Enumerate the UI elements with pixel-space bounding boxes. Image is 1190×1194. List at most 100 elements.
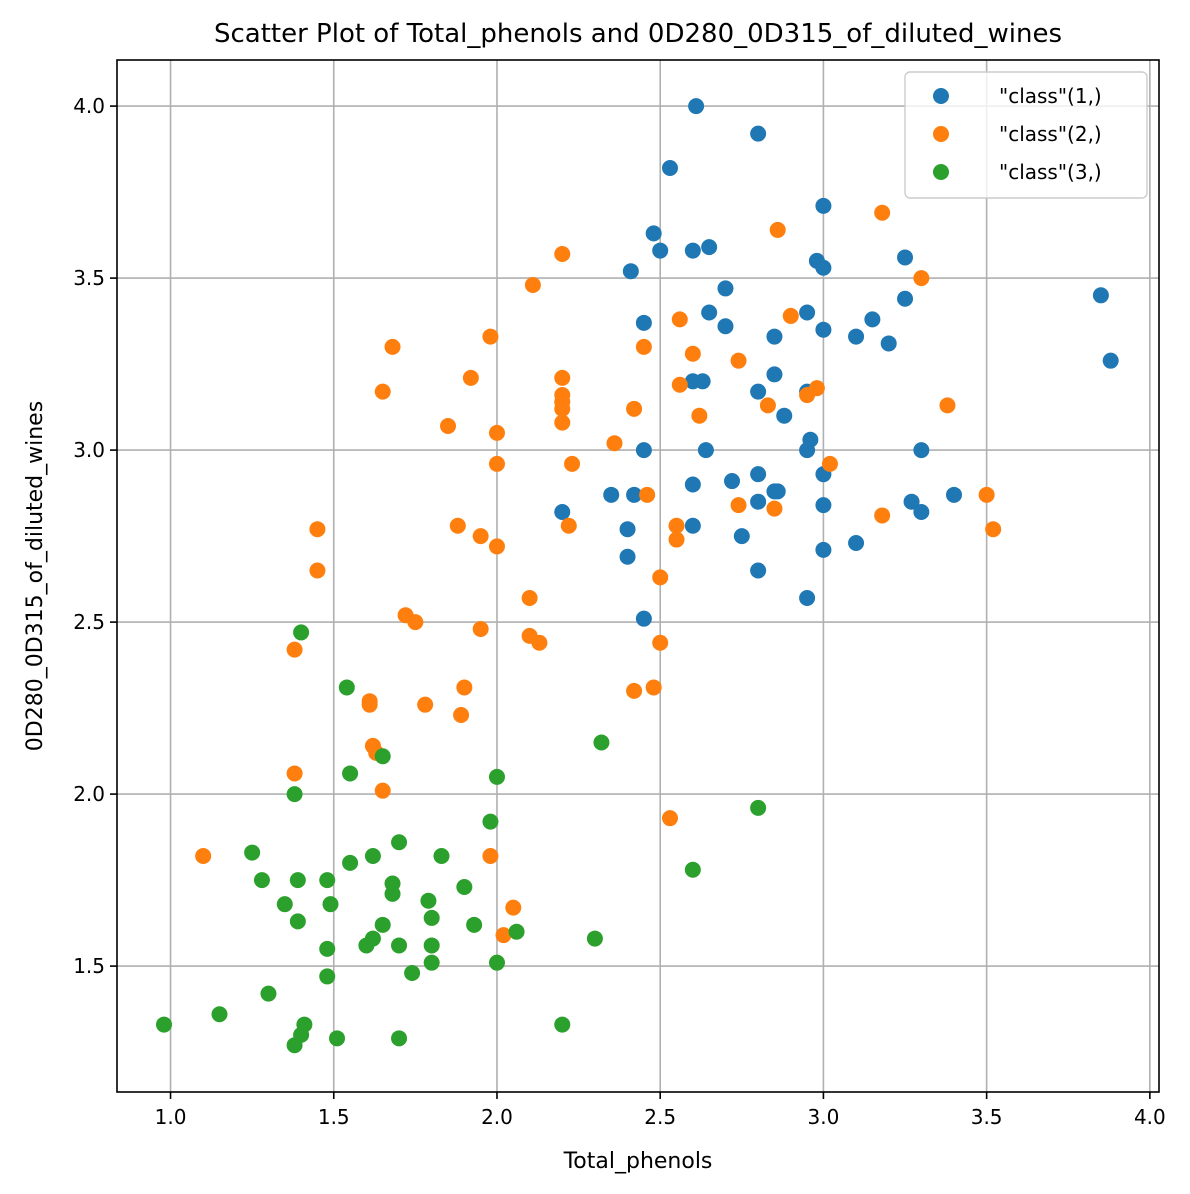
x-tick-label: 4.0: [1134, 1105, 1166, 1129]
data-point-class-2: [671, 311, 688, 328]
data-point-class-1: [652, 242, 669, 259]
data-point-class-1: [750, 125, 767, 142]
data-point-class-1: [661, 160, 678, 177]
data-point-class-3: [391, 1030, 408, 1047]
data-point-class-2: [769, 221, 786, 238]
data-point-class-3: [456, 878, 473, 895]
data-point-class-2: [626, 400, 643, 417]
data-point-class-1: [750, 383, 767, 400]
data-point-class-2: [286, 765, 303, 782]
x-tick-label: 1.5: [318, 1105, 350, 1129]
data-point-class-1: [913, 504, 930, 521]
data-point-class-1: [1102, 352, 1119, 369]
data-point-class-3: [384, 885, 401, 902]
data-point-class-2: [626, 682, 643, 699]
legend-box: [904, 71, 1148, 199]
data-point-class-2: [488, 424, 505, 441]
data-point-class-1: [799, 304, 816, 321]
data-point-class-2: [554, 246, 571, 263]
data-point-class-1: [848, 328, 865, 345]
data-point-class-2: [874, 507, 891, 524]
data-point-class-1: [897, 290, 914, 307]
data-point-class-3: [322, 896, 339, 913]
data-point-class-1: [694, 373, 711, 390]
data-point-class-2: [417, 696, 434, 713]
data-point-class-2: [462, 369, 479, 386]
data-point-class-3: [253, 872, 270, 889]
data-point-class-1: [750, 493, 767, 510]
data-point-class-1: [864, 311, 881, 328]
data-point-class-1: [945, 486, 962, 503]
y-axis-label: 0D280_0D315_of_diluted_wines: [23, 401, 48, 751]
data-point-class-2: [684, 345, 701, 362]
data-point-class-3: [488, 768, 505, 785]
data-point-class-2: [639, 486, 656, 503]
data-point-class-3: [488, 954, 505, 971]
data-point-class-2: [874, 204, 891, 221]
data-point-class-3: [156, 1016, 173, 1033]
data-point-class-2: [939, 397, 956, 414]
data-point-class-2: [564, 455, 581, 472]
data-point-class-1: [766, 328, 783, 345]
y-tick-label: 4.0: [73, 94, 105, 118]
data-point-class-1: [701, 239, 718, 256]
data-point-class-3: [374, 748, 391, 765]
data-point-class-1: [717, 318, 734, 335]
data-point-class-1: [776, 407, 793, 424]
data-point-class-2: [978, 486, 995, 503]
data-point-class-3: [508, 923, 525, 940]
data-point-class-3: [391, 937, 408, 954]
data-point-class-2: [521, 590, 538, 607]
legend-label-class-2: "class"(2,): [999, 122, 1102, 146]
data-point-class-1: [684, 242, 701, 259]
data-point-class-3: [374, 916, 391, 933]
data-point-class-2: [472, 528, 489, 545]
data-point-class-2: [560, 517, 577, 534]
data-point-class-3: [364, 848, 381, 865]
data-point-class-3: [482, 813, 499, 830]
data-point-class-2: [505, 899, 522, 916]
data-point-class-3: [593, 734, 610, 751]
data-points: [156, 98, 1119, 1054]
data-point-class-3: [342, 854, 359, 871]
data-point-class-2: [668, 531, 685, 548]
x-tick-label: 2.5: [644, 1105, 676, 1129]
data-point-class-1: [684, 476, 701, 493]
data-point-class-2: [554, 369, 571, 386]
data-point-class-1: [799, 442, 816, 459]
data-point-class-1: [913, 442, 930, 459]
y-tick-label: 2.5: [73, 610, 105, 634]
data-point-class-1: [626, 486, 643, 503]
legend-marker-class-1: [933, 88, 949, 104]
legend-marker-class-2: [933, 126, 949, 142]
data-point-class-2: [652, 569, 669, 586]
data-point-class-2: [453, 706, 470, 723]
data-point-class-2: [449, 517, 466, 534]
data-point-class-1: [554, 504, 571, 521]
data-point-class-1: [766, 366, 783, 383]
data-point-class-3: [293, 624, 310, 641]
x-axis-label: Total_phenols: [563, 1149, 713, 1174]
data-point-class-2: [361, 696, 378, 713]
data-point-class-2: [374, 782, 391, 799]
data-point-class-1: [880, 335, 897, 352]
axis-ticks: 1.0 1.5 2.0 2.5 3.0 3.5 4.0 1.5 2.0 2.5 3.0 3.5 4.0: [73, 94, 1166, 1129]
data-point-class-1: [619, 521, 636, 538]
data-point-class-2: [488, 455, 505, 472]
data-point-class-1: [733, 528, 750, 545]
data-point-class-3: [244, 844, 261, 861]
data-point-class-2: [668, 517, 685, 534]
data-point-class-2: [384, 338, 401, 355]
data-point-class-2: [195, 848, 212, 865]
data-point-class-2: [482, 328, 499, 345]
data-point-class-1: [622, 263, 639, 280]
data-point-class-1: [903, 493, 920, 510]
y-tick-label: 2.0: [73, 782, 105, 806]
data-point-class-1: [717, 280, 734, 297]
data-point-class-3: [319, 872, 336, 889]
data-point-class-2: [691, 407, 708, 424]
data-point-class-2: [782, 307, 799, 324]
legend: "class"(1,) "class"(2,) "class"(3,): [904, 71, 1148, 199]
data-point-class-3: [684, 861, 701, 878]
